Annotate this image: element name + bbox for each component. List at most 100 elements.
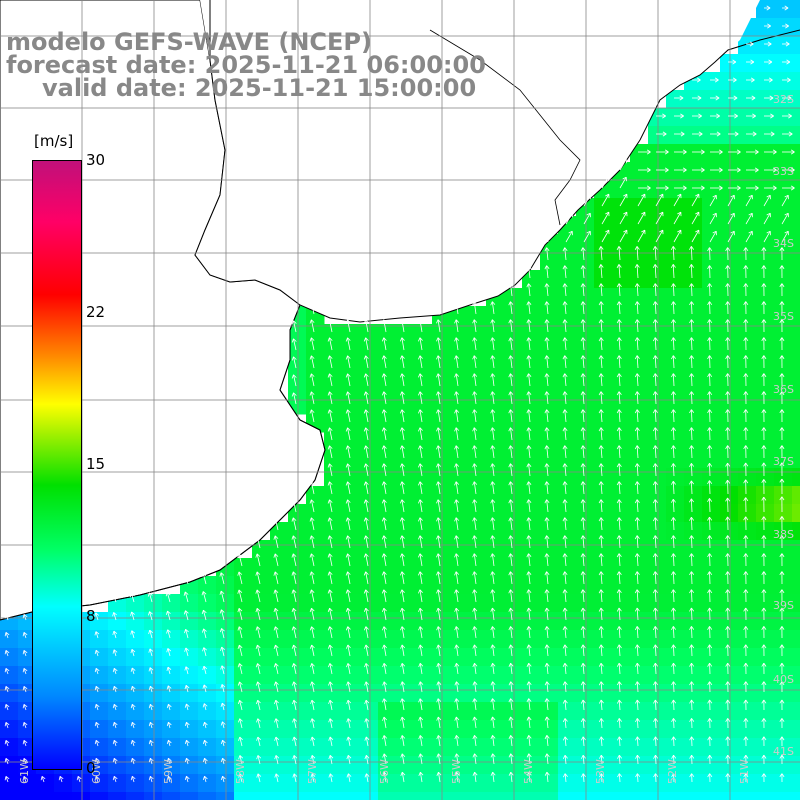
wind-arrow [363,481,369,495]
wind-arrow [255,626,261,639]
wind-arrow [598,699,604,711]
wind-arrow [674,185,687,191]
wind-arrow [743,301,749,315]
wind-arrow [746,185,759,191]
wind-arrow [764,167,777,173]
wind-arrow [671,589,676,603]
wind-arrow [634,517,640,531]
wind-arrow [761,496,767,513]
wind-arrow [616,319,622,333]
wind-arrow [309,319,315,333]
wind-arrow [345,391,351,405]
wind-arrow [616,517,622,531]
wind-arrow [508,337,514,351]
wind-arrow [616,571,622,585]
wind-arrow [291,571,297,585]
wind-arrow [652,264,658,279]
wind-arrow [94,775,100,783]
wind-arrow [399,391,405,405]
wind-arrow [764,113,774,119]
wind-arrow [707,681,713,693]
lon-label-52w: 52W [665,759,679,784]
wind-arrow [728,95,738,101]
wind-arrow [634,264,640,279]
wind-arrow [727,212,735,225]
wind-arrow [781,230,789,243]
wind-arrow [725,247,731,261]
wind-arrow [436,716,442,729]
wind-arrow [743,535,749,549]
wind-arrow [598,409,604,423]
wind-arrow [112,667,118,675]
wind-arrow [761,337,767,351]
wind-arrow [761,319,767,333]
wind-arrow [652,355,658,369]
wind-arrow [454,698,460,711]
wind-arrow [725,337,731,351]
wind-arrow [400,681,406,693]
wind-arrow [490,716,496,729]
wind-arrow [328,718,334,729]
wind-arrow [707,265,713,279]
wind-arrow [508,644,514,657]
wind-arrow [526,481,532,495]
wind-arrow [562,681,568,693]
wind-arrow [418,535,423,549]
wind-arrow [562,571,568,585]
wind-arrow [619,176,627,189]
wind-arrow [490,753,496,765]
wind-arrow [634,644,640,657]
wind-arrow [580,409,586,423]
wind-arrow [743,553,749,567]
wind-arrow [202,665,208,675]
wind-arrow [761,427,767,441]
wind-arrow [707,754,713,765]
wind-arrow [490,481,496,495]
wind-arrow [638,185,651,191]
wind-arrow [761,265,767,279]
wind-arrow [653,662,658,675]
wind-arrow [746,149,759,155]
lon-label-57w: 57W [305,759,319,784]
wind-arrow [436,481,441,495]
wind-arrow [112,703,118,711]
wind-arrow [4,758,10,765]
wind-arrow [652,607,658,621]
wind-arrow [743,319,749,333]
wind-arrow [689,516,695,531]
wind-arrow [508,698,514,711]
wind-arrow [598,718,604,729]
wind-arrow [598,373,604,387]
wind-arrow [273,681,279,693]
wind-arrow [761,607,767,621]
wind-arrow [725,644,731,657]
wind-arrow [274,773,280,783]
wind-arrow [130,648,136,657]
wind-arrow [616,644,622,657]
wind-arrow [454,499,460,513]
wind-arrow [689,681,695,693]
lat-label-32s: 32S [773,93,794,106]
wind-arrow [779,736,785,747]
wind-arrow [184,647,190,657]
colorbar-unit: [m/s] [34,132,74,150]
wind-arrow [418,589,423,603]
wind-arrow [544,319,550,333]
wind-arrow [4,614,10,621]
wind-arrow [710,131,721,137]
wind-arrow [292,736,298,747]
wind-arrow [399,589,405,603]
wind-arrow [635,736,641,747]
wind-arrow [725,626,731,639]
wind-arrow [655,211,664,225]
wind-arrow [256,736,261,747]
wind-arrow [345,626,351,639]
wind-arrow [692,167,705,173]
wind-arrow [220,702,226,711]
wind-arrow [634,499,640,513]
wind-arrow [689,662,695,675]
wind-arrow [544,535,550,549]
wind-arrow [345,409,351,423]
wind-arrow [183,610,189,621]
